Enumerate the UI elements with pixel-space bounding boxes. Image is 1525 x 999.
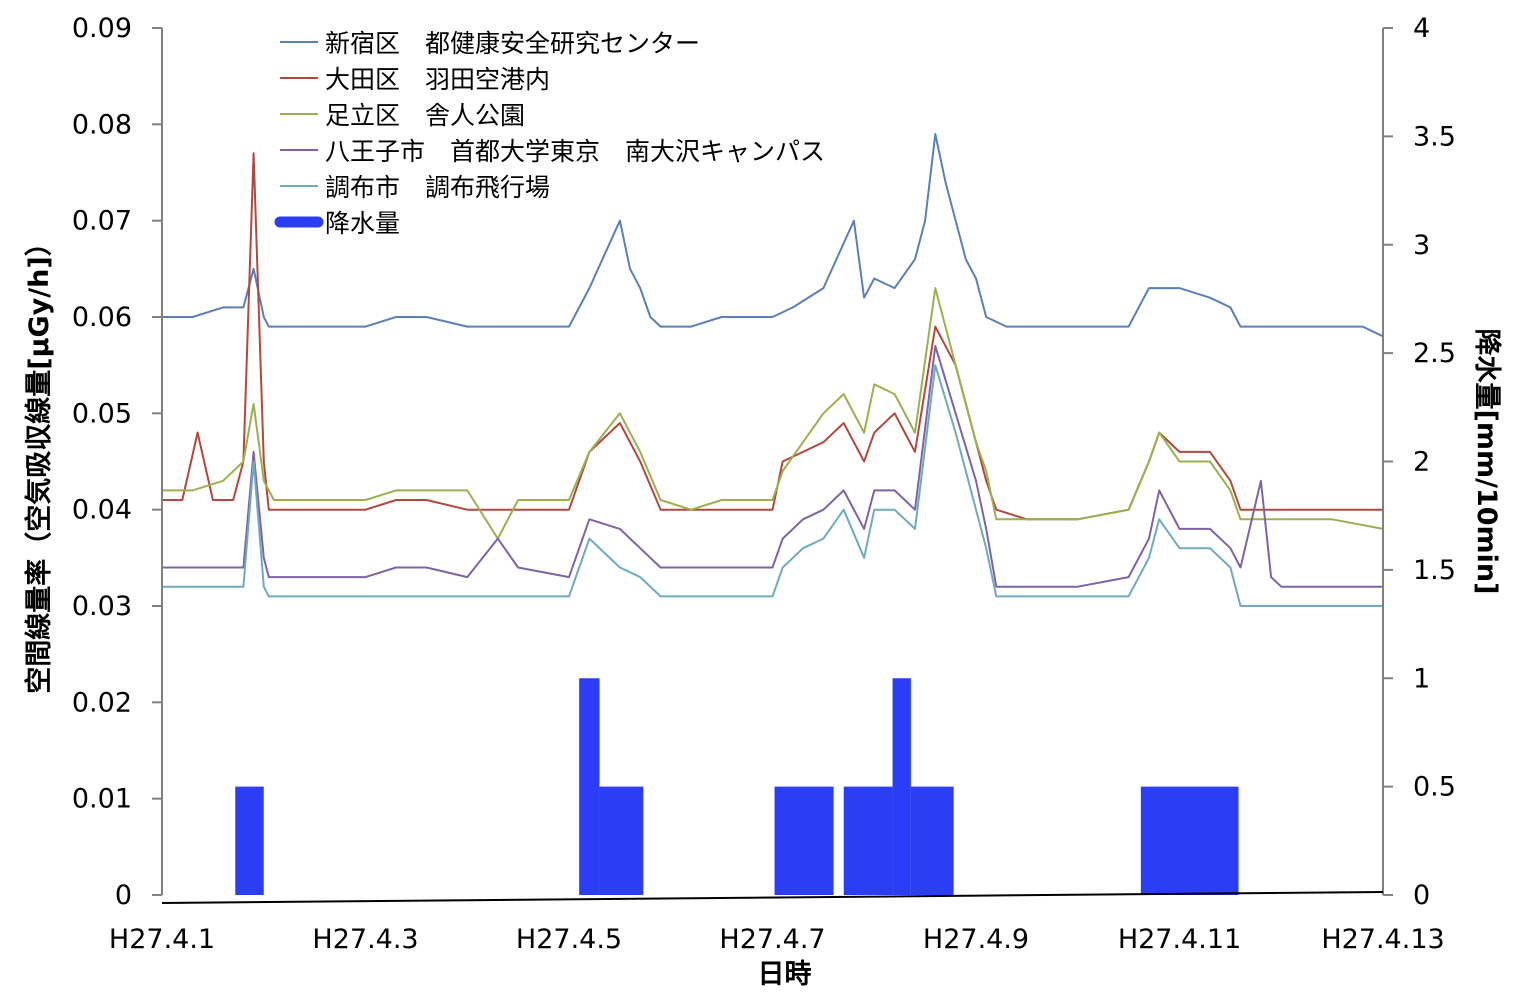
precipitation-bar: [774, 786, 834, 895]
legend-label: 新宿区 都健康安全研究センター: [325, 29, 700, 58]
precipitation-bar: [910, 786, 954, 895]
y-left-tick-label: 0.07: [72, 206, 132, 237]
y-left-tick-label: 0.01: [72, 784, 132, 815]
legend-label: 八王子市 首都大学東京 南大沢キャンパス: [325, 137, 825, 166]
series-lines-layer: [162, 133, 1384, 607]
series-line-3: [162, 287, 1384, 540]
legend-label: 大田区 羽田空港内: [325, 65, 550, 94]
precipitation-bar: [1140, 786, 1239, 895]
y-right-axis-title: 降水量[mm/10min]: [1471, 329, 1502, 595]
x-tick-label: H27.4.9: [923, 924, 1029, 955]
y-right-tick-label: 2.5: [1413, 338, 1456, 369]
y-right-tick-label: 3.5: [1413, 121, 1456, 152]
x-axis-line: [161, 891, 1384, 904]
x-tick-label: H27.4.3: [312, 924, 418, 955]
legend-label: 降水量: [325, 209, 400, 238]
y-left-tick-label: 0.02: [72, 687, 132, 718]
y-left-tick-label: 0.04: [72, 495, 132, 526]
y-right-tick-label: 0: [1413, 880, 1430, 911]
y-right-tick-label: 4: [1413, 13, 1430, 44]
y-left-tick-label: 0.06: [72, 302, 132, 333]
y-right-tick-label: 3: [1413, 230, 1430, 261]
legend-label: 足立区 舎人公園: [325, 101, 525, 130]
y-left-tick-label: 0: [115, 880, 132, 911]
x-axis-title: 日時: [758, 959, 812, 990]
x-tick-label: H27.4.13: [1321, 924, 1444, 955]
y-left-tick-label: 0.09: [72, 13, 132, 44]
x-tick-label: H27.4.5: [516, 924, 622, 955]
precipitation-layer: [235, 678, 1239, 895]
precipitation-bar: [599, 786, 644, 895]
series-line-1: [162, 133, 1384, 338]
x-tick-label: H27.4.7: [719, 924, 825, 955]
series-line-4: [162, 344, 1383, 588]
y-right-tick-label: 1: [1413, 663, 1430, 694]
precipitation-bar: [579, 678, 600, 895]
axes-layer: 0 0.01 0.02 0.03 0.04 0.05 0.06 0.07 0.08 0.09 0 0.…: [23, 13, 1502, 990]
y-right-tick-label: 0.5: [1413, 772, 1456, 803]
y-left-tick-label: 0.08: [72, 109, 132, 140]
y-right-tick-label: 2: [1413, 447, 1430, 478]
y-right-tick-label: 1.5: [1413, 555, 1456, 586]
precipitation-bar: [892, 678, 911, 895]
series-line-5: [162, 364, 1383, 607]
precipitation-bar: [843, 786, 893, 895]
x-tick-label: H27.4.11: [1118, 924, 1241, 955]
y-left-tick-label: 0.05: [72, 398, 132, 429]
legend-label: 調布市 調布飛行場: [325, 173, 550, 202]
precipitation-bar: [235, 786, 264, 895]
y-left-axis-title: 空間線量率（空気吸収線量[μGy/h]）: [23, 229, 55, 693]
x-tick-label: H27.4.1: [109, 924, 215, 955]
y-left-tick-label: 0.03: [72, 591, 132, 622]
